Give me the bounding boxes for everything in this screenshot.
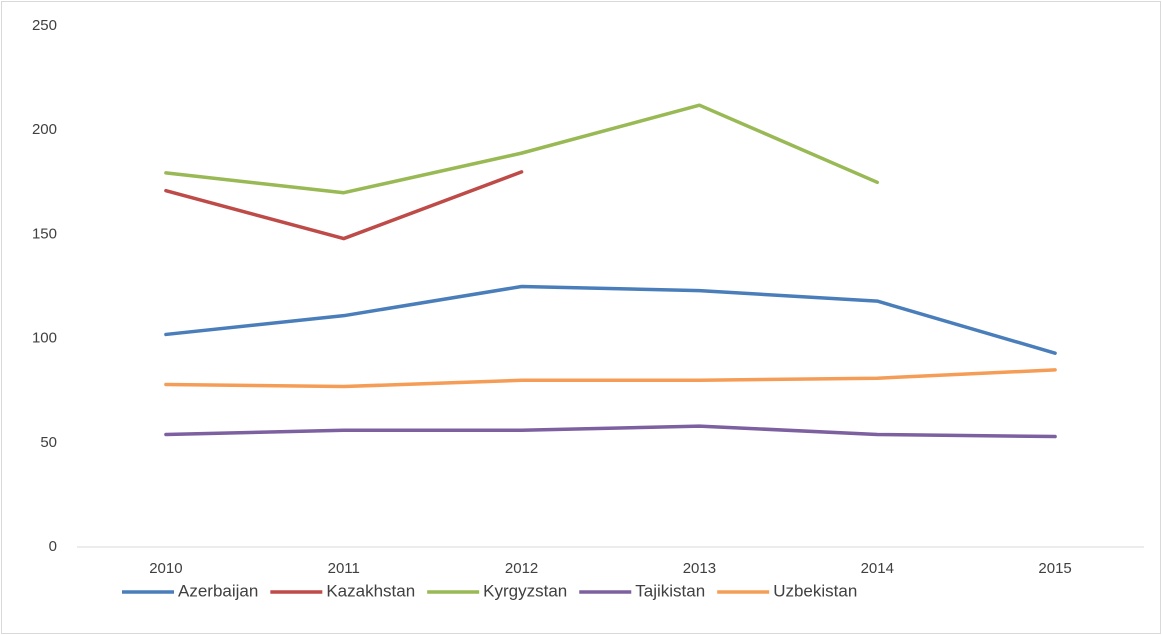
series-line [164, 170, 524, 241]
series-line [164, 103, 879, 195]
legend-label: Uzbekistan [773, 581, 857, 600]
x-tick-label: 2015 [1038, 560, 1071, 577]
x-tick-label: 2011 [328, 560, 360, 577]
y-tick-label: 200 [32, 121, 57, 138]
x-tick-label: 2014 [861, 560, 894, 577]
y-tick-label: 150 [32, 225, 57, 242]
series-line [164, 368, 1057, 389]
legend-label: Azerbaijan [178, 581, 258, 600]
legend-label: Tajikistan [635, 581, 705, 600]
x-tick-label: 2010 [149, 560, 182, 577]
legend-label: Kyrgyzstan [483, 581, 567, 600]
x-tick-label: 2013 [683, 560, 716, 577]
legend-label: Kazakhstan [326, 581, 415, 600]
y-tick-label: 100 [32, 330, 57, 347]
y-tick-label: 250 [32, 17, 57, 34]
series-line [164, 424, 1057, 439]
y-tick-label: 50 [40, 434, 57, 451]
x-tick-label: 2012 [505, 560, 538, 577]
y-tick-label: 0 [49, 538, 57, 555]
series-line [164, 284, 1057, 355]
